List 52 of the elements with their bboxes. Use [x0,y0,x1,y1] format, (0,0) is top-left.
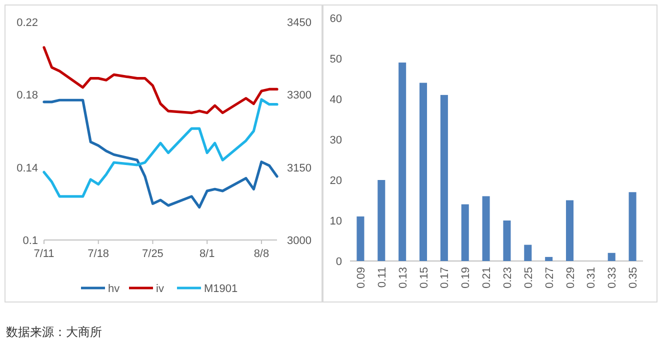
y-tick-label: 30 [330,134,342,146]
y-tick-label: 0.22 [16,17,38,29]
bar [503,220,511,261]
x-tick-label: 7/11 [34,248,54,260]
bar [378,180,386,261]
y2-tick-label: 3000 [287,235,312,247]
x-tick-label: 0.15 [418,267,430,288]
x-tick-label: 0.29 [564,267,577,288]
x-tick-label: 0.23 [502,267,514,288]
x-tick-label: 7/18 [88,248,110,260]
y-tick-label: 40 [330,94,342,106]
x-tick-label: 0.11 [376,267,388,288]
x-tick-label: 0.09 [355,267,368,288]
x-tick-label: 8/1 [199,248,215,260]
legend-label: M1901 [204,283,238,295]
x-tick-label: 7/25 [142,248,164,260]
x-tick-label: 0.19 [460,267,472,288]
y-tick-label: 20 [330,175,342,187]
y2-tick-label: 3450 [287,17,312,29]
bar [482,196,490,261]
y2-tick-label: 3150 [287,162,312,174]
x-tick-label: 8/8 [254,248,270,260]
bar [461,204,469,261]
y-tick-label: 0.1 [22,235,38,247]
bar [608,252,616,261]
x-tick-label: 0.31 [586,267,598,288]
bar [628,192,636,261]
line-series [42,46,278,114]
x-tick-label: 0.27 [544,267,556,288]
bar [545,256,553,261]
bar [524,244,532,261]
x-tick-label: 0.25 [522,267,535,288]
x-tick-label: 0.13 [397,267,410,288]
x-tick-label: 0.21 [481,267,494,288]
x-tick-label: 0.17 [439,267,452,288]
y-tick-label: 10 [330,216,342,228]
bar [419,82,428,261]
y-tick-label: 0.14 [16,162,38,174]
legend-label: hv [108,283,120,295]
legend-label: iv [156,283,164,295]
bar [566,200,574,261]
y-tick-label: 0 [336,256,342,268]
bar [440,94,448,261]
bar [398,62,406,261]
y2-tick-label: 3300 [287,90,312,102]
y-tick-label: 50 [330,54,342,66]
x-tick-label: 0.35 [628,267,640,288]
y-tick-label: 0.18 [16,90,38,102]
x-tick-label: 0.33 [606,267,619,288]
source-note: 数据来源：大商所 [6,325,102,339]
bar [356,216,364,261]
y-tick-label: 60 [330,13,342,25]
